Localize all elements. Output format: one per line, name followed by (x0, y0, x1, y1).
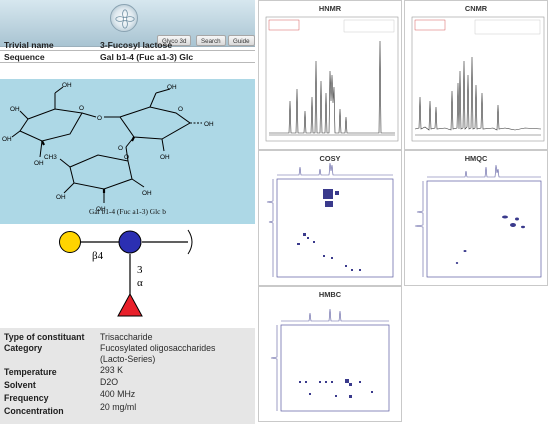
hmbc-plot (270, 308, 390, 412)
property-category-value: Fucosylated oligosaccharides (100, 343, 216, 353)
oh-label: OH (96, 206, 106, 213)
cosy-plot (266, 162, 394, 278)
cnmr-plot (411, 16, 545, 142)
trivial-name-value: 3-Fucosyl lactose (100, 40, 173, 50)
nav-guide-button[interactable]: Guide (228, 35, 255, 46)
cnmr-spectrum-thumbnail[interactable]: CNMR (404, 0, 548, 150)
nav-glyco3d-button[interactable]: Glyco 3d (157, 35, 192, 46)
nav-search-button[interactable]: Search (196, 35, 226, 46)
site-header: Glyco 3d Search Guide (0, 0, 255, 47)
linkage-alpha-label: α (137, 277, 143, 289)
oh-label: OH (56, 194, 66, 201)
property-frequency-value: 400 MHz (100, 389, 136, 399)
o-label: O (97, 115, 102, 122)
glucose-circle-icon (118, 230, 142, 254)
o-label: O (79, 105, 84, 112)
sequence-label: Sequence (4, 52, 45, 62)
hmbc-title: HMBC (318, 290, 342, 299)
property-category-label: Category (4, 343, 43, 353)
oh-label: OH (10, 106, 20, 113)
cosy-spectrum-thumbnail[interactable]: COSY (258, 150, 402, 286)
oh-label: OH (167, 84, 177, 91)
snfg-diagram: β4 3 α (0, 224, 255, 328)
oh-label: OH (160, 154, 170, 161)
property-concentration-value: 20 mg/ml (100, 402, 137, 412)
property-temperature-value: 293 K (100, 365, 123, 375)
fucose-triangle-icon (117, 292, 143, 317)
cnmr-title: CNMR (464, 4, 488, 13)
trivial-name-label: Trivial name (4, 40, 54, 50)
reducing-end-bracket (187, 229, 193, 255)
galactose-circle-icon (59, 231, 81, 253)
fucose-ring (69, 154, 133, 193)
trivial-name-row: Trivial name 3-Fucosyl lactose (0, 40, 255, 51)
sequence-value: Gal b1-4 (Fuc a1-3) Glc (100, 52, 194, 62)
oh-label: OH (142, 190, 152, 197)
hmbc-spectrum-thumbnail[interactable]: HMBC (258, 286, 402, 422)
hnmr-spectrum-thumbnail[interactable]: HNMR (258, 0, 402, 150)
hmqc-plot (414, 164, 542, 278)
hmqc-spectrum-thumbnail[interactable]: HMQC (404, 150, 548, 286)
oh-label: OH (204, 121, 214, 128)
properties-table: Type of constituant Trisaccharide Catego… (0, 328, 255, 424)
structure-caption: Gal b1-4 (Fuc a1-3) Glc b (89, 207, 166, 216)
bonds (11, 86, 202, 203)
oh-label: OH (34, 160, 44, 167)
glycosciences-logo[interactable] (110, 4, 138, 32)
linkage-beta4-label: β4 (92, 250, 104, 262)
property-solvent-value: D2O (100, 377, 119, 387)
o-label: O (124, 154, 129, 161)
galactose-ring (19, 108, 83, 146)
flower-logo-icon (115, 9, 135, 29)
o-label: O (178, 106, 183, 113)
sequence-row: Sequence Gal b1-4 (Fuc a1-3) Glc (0, 52, 255, 63)
hmqc-title: HMQC (464, 154, 488, 163)
oh-label: OH (2, 136, 12, 143)
chemical-structure-drawing: OH OH OH OH O O OH O OH OH O O CH3 OH OH… (2, 82, 214, 213)
hnmr-title: HNMR (318, 4, 342, 13)
oh-label: OH (62, 82, 72, 89)
ch3-label: CH3 (44, 154, 57, 161)
property-concentration-label: Concentration (4, 406, 64, 416)
linkage-position-label: 3 (137, 264, 143, 276)
o-label: O (118, 145, 123, 152)
property-frequency-label: Frequency (4, 393, 49, 403)
hnmr-plot (265, 16, 399, 142)
chemical-structure-panel: OH OH OH OH O O OH O OH OH O O CH3 OH OH… (0, 79, 255, 224)
cosy-title: COSY (319, 154, 341, 163)
property-category-value-2: (Lacto-Series) (100, 354, 156, 364)
property-type-value: Trisaccharide (100, 332, 153, 342)
property-type-label: Type of constituant (4, 332, 85, 342)
property-temperature-label: Temperature (4, 367, 57, 377)
property-solvent-label: Solvent (4, 380, 36, 390)
